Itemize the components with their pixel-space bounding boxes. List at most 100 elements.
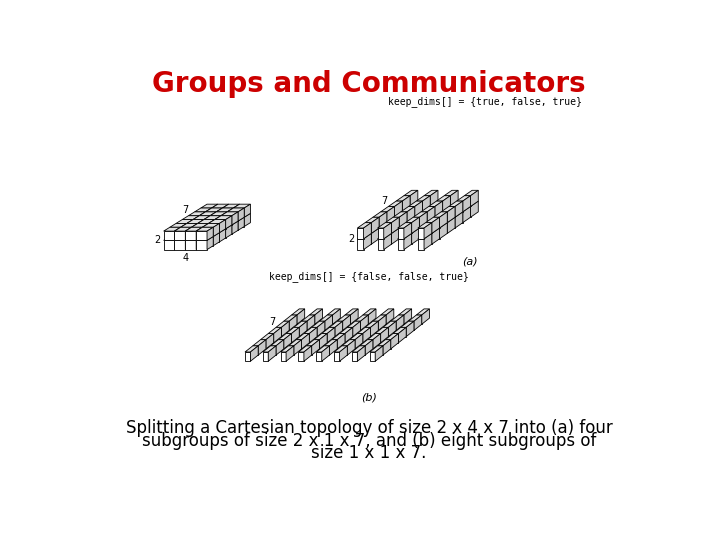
Text: 7: 7 xyxy=(269,318,275,327)
Polygon shape xyxy=(471,201,478,217)
Polygon shape xyxy=(221,212,228,225)
Polygon shape xyxy=(418,228,424,239)
Polygon shape xyxy=(433,217,439,228)
Polygon shape xyxy=(397,228,404,239)
Polygon shape xyxy=(385,334,398,340)
Polygon shape xyxy=(392,228,399,244)
Polygon shape xyxy=(327,327,335,343)
Polygon shape xyxy=(232,212,238,225)
Polygon shape xyxy=(405,217,419,222)
Polygon shape xyxy=(274,327,282,343)
Polygon shape xyxy=(292,309,305,315)
Polygon shape xyxy=(189,212,205,215)
Polygon shape xyxy=(312,327,317,336)
Polygon shape xyxy=(340,327,353,334)
Polygon shape xyxy=(320,321,325,330)
Polygon shape xyxy=(436,195,451,201)
Polygon shape xyxy=(439,222,447,239)
Polygon shape xyxy=(424,233,432,249)
Polygon shape xyxy=(192,224,209,227)
Polygon shape xyxy=(388,206,395,217)
Polygon shape xyxy=(258,340,266,355)
Polygon shape xyxy=(215,225,232,229)
Polygon shape xyxy=(304,346,312,361)
Polygon shape xyxy=(296,334,310,340)
Polygon shape xyxy=(202,224,220,227)
Polygon shape xyxy=(199,215,210,225)
Polygon shape xyxy=(176,233,187,242)
Polygon shape xyxy=(182,220,193,229)
Polygon shape xyxy=(181,237,192,246)
Polygon shape xyxy=(300,321,307,336)
Polygon shape xyxy=(378,315,386,330)
Polygon shape xyxy=(325,315,333,330)
Polygon shape xyxy=(372,228,379,244)
Text: 7: 7 xyxy=(182,205,189,214)
Polygon shape xyxy=(412,228,419,244)
Polygon shape xyxy=(447,217,455,233)
Polygon shape xyxy=(182,225,199,229)
Polygon shape xyxy=(228,221,238,231)
Polygon shape xyxy=(202,237,213,246)
Polygon shape xyxy=(228,212,238,221)
Polygon shape xyxy=(207,227,213,240)
Polygon shape xyxy=(210,221,216,234)
Polygon shape xyxy=(222,217,233,226)
Polygon shape xyxy=(170,227,181,237)
Polygon shape xyxy=(464,206,471,217)
Polygon shape xyxy=(381,212,387,222)
Polygon shape xyxy=(404,206,410,217)
Polygon shape xyxy=(441,212,447,222)
Polygon shape xyxy=(388,212,402,217)
Polygon shape xyxy=(228,217,233,231)
Polygon shape xyxy=(181,227,192,237)
Polygon shape xyxy=(170,224,187,227)
Polygon shape xyxy=(299,352,304,361)
Text: 4: 4 xyxy=(182,253,189,262)
Polygon shape xyxy=(316,346,330,352)
Polygon shape xyxy=(174,240,185,249)
Polygon shape xyxy=(269,334,274,343)
Polygon shape xyxy=(170,237,181,246)
Polygon shape xyxy=(216,217,233,221)
Polygon shape xyxy=(327,315,333,325)
Polygon shape xyxy=(407,217,415,233)
Polygon shape xyxy=(433,222,447,228)
Polygon shape xyxy=(176,220,193,224)
Polygon shape xyxy=(185,231,196,240)
Polygon shape xyxy=(176,224,187,233)
Polygon shape xyxy=(210,212,228,215)
Polygon shape xyxy=(176,229,193,233)
Polygon shape xyxy=(212,204,229,208)
Polygon shape xyxy=(451,201,458,217)
Polygon shape xyxy=(455,201,463,217)
Polygon shape xyxy=(222,204,229,217)
Polygon shape xyxy=(456,212,463,222)
Polygon shape xyxy=(263,346,276,352)
Polygon shape xyxy=(384,222,392,239)
Polygon shape xyxy=(426,228,439,233)
Polygon shape xyxy=(198,229,204,242)
Polygon shape xyxy=(463,206,471,222)
Polygon shape xyxy=(181,224,198,227)
Polygon shape xyxy=(330,340,337,355)
Polygon shape xyxy=(174,227,192,231)
Polygon shape xyxy=(435,201,443,217)
Polygon shape xyxy=(334,352,340,361)
Polygon shape xyxy=(357,233,372,239)
Polygon shape xyxy=(202,233,220,237)
Polygon shape xyxy=(367,340,373,349)
Polygon shape xyxy=(335,321,343,336)
Polygon shape xyxy=(294,327,300,336)
Polygon shape xyxy=(269,346,276,361)
Polygon shape xyxy=(215,229,225,238)
Text: (a): (a) xyxy=(462,257,477,267)
Polygon shape xyxy=(398,315,404,325)
Polygon shape xyxy=(244,204,251,217)
Polygon shape xyxy=(205,221,216,231)
Polygon shape xyxy=(204,229,215,238)
Polygon shape xyxy=(414,315,422,330)
Polygon shape xyxy=(194,221,205,231)
Polygon shape xyxy=(377,239,384,249)
Polygon shape xyxy=(413,217,419,228)
